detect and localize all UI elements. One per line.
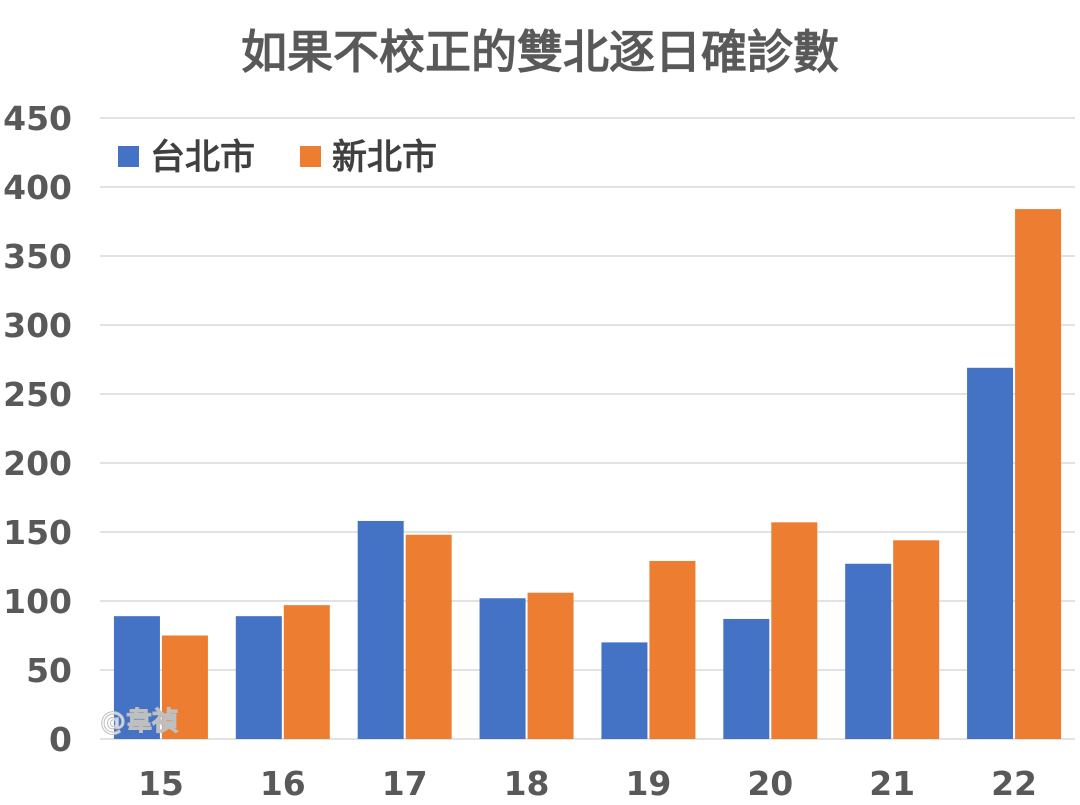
- x-tick-label: 21: [869, 764, 915, 803]
- x-tick-label: 17: [382, 764, 428, 803]
- watermark-text: @韋禎: [100, 707, 179, 737]
- y-tick-label: 250: [3, 375, 72, 414]
- y-tick-label: 450: [3, 99, 72, 138]
- legend: 台北市 新北市: [118, 138, 437, 178]
- y-tick-label: 100: [3, 582, 72, 621]
- x-tick-label: 16: [260, 764, 306, 803]
- y-axis-ticks: 0 50 100 150 200 250 300 350 400 450: [3, 99, 72, 759]
- x-tick-label: 19: [625, 764, 671, 803]
- bar-new-taipei: 新北市 16: 97: [283, 605, 330, 739]
- y-tick-label: 400: [3, 168, 72, 207]
- bar-taipei: 台北市 21: 127: [845, 563, 892, 739]
- bar-new-taipei: 新北市 22: 384: [1015, 209, 1062, 739]
- bar-taipei: 台北市 19: 70: [601, 642, 648, 739]
- legend-swatch: [300, 146, 321, 167]
- legend-label: 台北市: [150, 138, 255, 178]
- x-tick-label: 15: [138, 764, 184, 803]
- chart-title: 如果不校正的雙北逐日確診數: [241, 25, 839, 79]
- bar-new-taipei: 新北市 19: 129: [649, 560, 696, 739]
- bar-new-taipei: 新北市 21: 144: [893, 540, 940, 739]
- bar-taipei: 台北市 20: 87: [723, 618, 770, 739]
- bar-new-taipei: 新北市 18: 106: [527, 592, 574, 739]
- bar-taipei: 台北市 16: 89: [235, 616, 282, 739]
- y-tick-label: 300: [3, 306, 72, 345]
- y-tick-label: 350: [3, 237, 72, 276]
- bar-taipei: 台北市 15: 89: [113, 616, 160, 739]
- bar-new-taipei: 新北市 20: 157: [771, 522, 818, 739]
- y-tick-label: 150: [3, 513, 72, 552]
- bar-taipei: 台北市 22: 269: [967, 367, 1014, 739]
- x-axis-ticks: 15 16 17 18 19 20 21 22: [138, 764, 1037, 803]
- y-tick-label: 0: [49, 720, 72, 759]
- legend-label: 新北市: [332, 138, 437, 178]
- x-tick-label: 18: [504, 764, 550, 803]
- bar-new-taipei: 新北市 15: 75: [161, 635, 208, 739]
- y-tick-label: 50: [26, 651, 72, 690]
- bar-taipei: 台北市 17: 158: [357, 520, 404, 739]
- bar-taipei: 台北市 18: 102: [479, 598, 526, 739]
- legend-swatch: [118, 146, 139, 167]
- bar-new-taipei: 新北市 17: 148: [405, 534, 452, 739]
- x-tick-label: 20: [747, 764, 793, 803]
- y-tick-label: 200: [3, 444, 72, 483]
- bars: 台北市 15: 89新北市 15: 75 台北市 16: 89新北市 16: 97…: [113, 209, 1062, 739]
- x-tick-label: 22: [991, 764, 1037, 803]
